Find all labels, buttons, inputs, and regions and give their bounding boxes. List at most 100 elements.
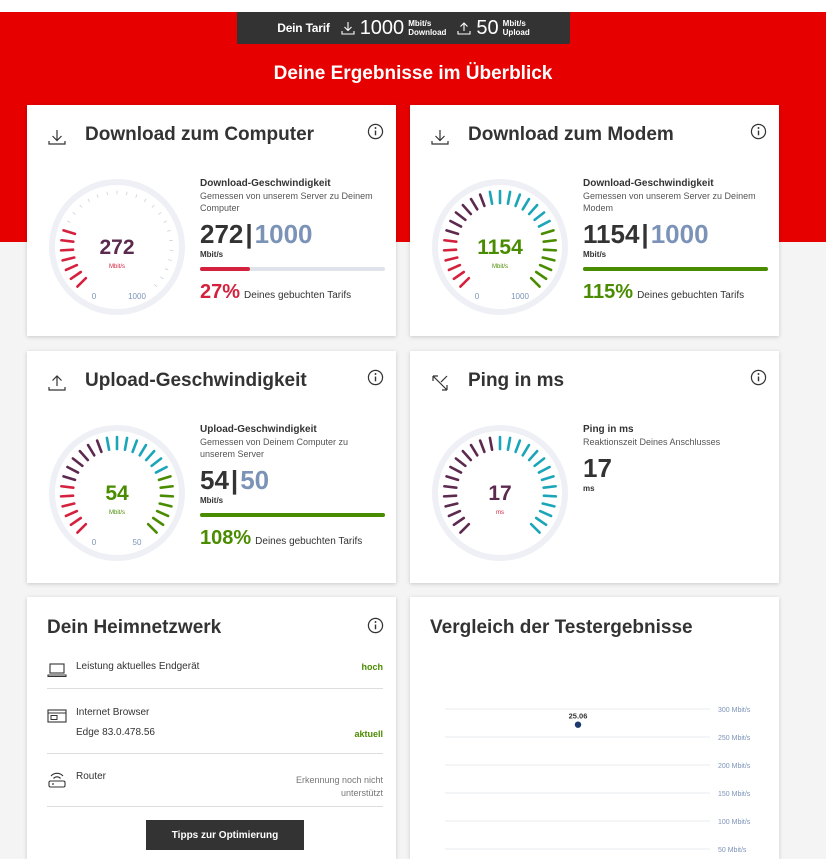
network-row-router: Router Erkennung noch nicht unterstützt bbox=[47, 771, 383, 807]
gauge-tick bbox=[159, 484, 174, 489]
gauge-unit: ms bbox=[496, 510, 504, 516]
gauge-tick bbox=[154, 284, 157, 287]
gauge-tick bbox=[452, 516, 466, 527]
gauge-tick bbox=[514, 439, 522, 454]
gauge-value: 272 bbox=[99, 236, 134, 259]
measured-value: 272 bbox=[200, 219, 244, 249]
gauge-tick bbox=[506, 436, 512, 452]
gauge-tick bbox=[158, 502, 173, 508]
stat-heading: Upload-Geschwindigkeit bbox=[200, 424, 317, 435]
gauge-tick bbox=[521, 197, 531, 211]
gauge-tick bbox=[163, 220, 167, 223]
gauge-tick bbox=[76, 276, 88, 288]
stat-description: Gemessen von unserem Server zu Deinem Co… bbox=[200, 191, 373, 213]
gauge-tick bbox=[459, 522, 471, 534]
gauge-tick bbox=[135, 194, 138, 198]
download-icon bbox=[431, 130, 449, 145]
gauge-tick bbox=[540, 229, 555, 236]
download-icon bbox=[341, 22, 355, 35]
gauge-tick bbox=[164, 268, 169, 271]
progress-bar bbox=[583, 267, 768, 271]
gauge-tick bbox=[146, 522, 158, 534]
gauge-max: 1000 bbox=[511, 292, 529, 301]
info-icon[interactable] bbox=[750, 369, 767, 386]
gauge-tick bbox=[540, 475, 555, 482]
gauge-tick bbox=[527, 203, 539, 216]
row-label: Leistung aktuelles Endgerät bbox=[76, 661, 200, 672]
row-sublabel: Edge 83.0.478.56 bbox=[76, 727, 155, 738]
card-comparison: Vergleich der Testergebnisse 300 Mbit/s 2… bbox=[410, 597, 779, 859]
laptop-icon bbox=[47, 663, 67, 678]
gauge-tick bbox=[151, 516, 165, 527]
ping-unit: ms bbox=[583, 484, 595, 493]
gauge-tick bbox=[542, 484, 557, 489]
gauge-tick bbox=[506, 190, 512, 206]
gauge-tick bbox=[123, 436, 129, 452]
row-value-line2: unterstützt bbox=[340, 788, 383, 798]
speed-readout: 54|50 bbox=[200, 466, 385, 494]
gauge-tick bbox=[87, 198, 90, 202]
gauge-tick bbox=[138, 443, 148, 457]
gauge-tick bbox=[78, 449, 90, 462]
gauge-tick bbox=[69, 270, 83, 281]
gauge-tick bbox=[160, 276, 164, 280]
gauge-tick bbox=[461, 449, 473, 462]
point-date-label: 25.06 bbox=[569, 712, 588, 721]
gauge-min: 0 bbox=[92, 538, 97, 547]
progress-bar bbox=[200, 267, 385, 271]
gauge-tick bbox=[59, 248, 75, 252]
card-title: Upload-Geschwindigkeit bbox=[85, 370, 307, 391]
gauge-value: 1154 bbox=[477, 236, 523, 259]
gauge-tick bbox=[529, 276, 541, 288]
gauge-tick bbox=[542, 238, 557, 243]
gauge-tick bbox=[538, 509, 553, 518]
upload-icon bbox=[48, 375, 66, 391]
stats: Download-Geschwindigkeit Gemessen von un… bbox=[583, 178, 768, 304]
row-label: Internet Browser bbox=[76, 707, 150, 718]
ping-readout: 17 bbox=[583, 454, 768, 482]
optimization-tips-button[interactable]: Tipps zur Optimierung bbox=[146, 820, 304, 850]
stat-description: Gemessen von unserem Server zu Deinem Mo… bbox=[583, 191, 756, 213]
stat-heading: Download-Geschwindigkeit bbox=[583, 178, 714, 189]
info-icon[interactable] bbox=[367, 123, 384, 140]
gauge-tick bbox=[449, 465, 463, 474]
separator: | bbox=[641, 219, 649, 249]
progress-fill bbox=[200, 513, 385, 517]
info-icon[interactable] bbox=[750, 123, 767, 140]
gauge-value: 17 bbox=[488, 482, 511, 505]
info-icon[interactable] bbox=[367, 369, 384, 386]
speed-unit: Mbit/s bbox=[583, 250, 607, 259]
gauge-tick bbox=[442, 494, 458, 498]
tariff-value: 50 bbox=[240, 465, 270, 495]
measured-value: 1154 bbox=[583, 219, 640, 249]
gauge-tick bbox=[95, 439, 103, 454]
gauge-tick bbox=[60, 238, 75, 243]
speed-readout: 272|1000 bbox=[200, 220, 385, 248]
info-icon[interactable] bbox=[367, 617, 384, 634]
gauge-tick bbox=[488, 190, 494, 206]
upload-icon bbox=[457, 22, 471, 35]
gauge-tick bbox=[447, 509, 462, 518]
row-value: Erkennung noch nicht unterstützt bbox=[296, 774, 383, 800]
data-point[interactable] bbox=[574, 721, 582, 728]
gauge-tick bbox=[168, 259, 172, 261]
gauge-tick bbox=[488, 436, 494, 452]
tariff-upload-unit: Mbit/s bbox=[502, 19, 526, 28]
gauge-unit: Mbit/s bbox=[109, 510, 125, 516]
gauge-tick bbox=[533, 457, 546, 468]
percent-text: Deines gebuchten Tarifs bbox=[244, 290, 352, 301]
gauge-tick bbox=[542, 494, 558, 498]
top-strip bbox=[0, 0, 826, 12]
gauge-tick bbox=[534, 516, 548, 527]
gauge-tick bbox=[71, 457, 84, 468]
row-value: aktuell bbox=[354, 729, 383, 739]
gauge-tick bbox=[459, 276, 471, 288]
download-icon bbox=[48, 130, 66, 145]
gauge-tick bbox=[542, 248, 558, 252]
speed-unit: Mbit/s bbox=[200, 250, 224, 259]
gauge-tick bbox=[478, 439, 486, 454]
gauge-tick bbox=[442, 248, 458, 252]
gauge-tick bbox=[59, 494, 75, 498]
gauge-min: 0 bbox=[475, 292, 480, 301]
gauge-tick bbox=[538, 263, 553, 272]
